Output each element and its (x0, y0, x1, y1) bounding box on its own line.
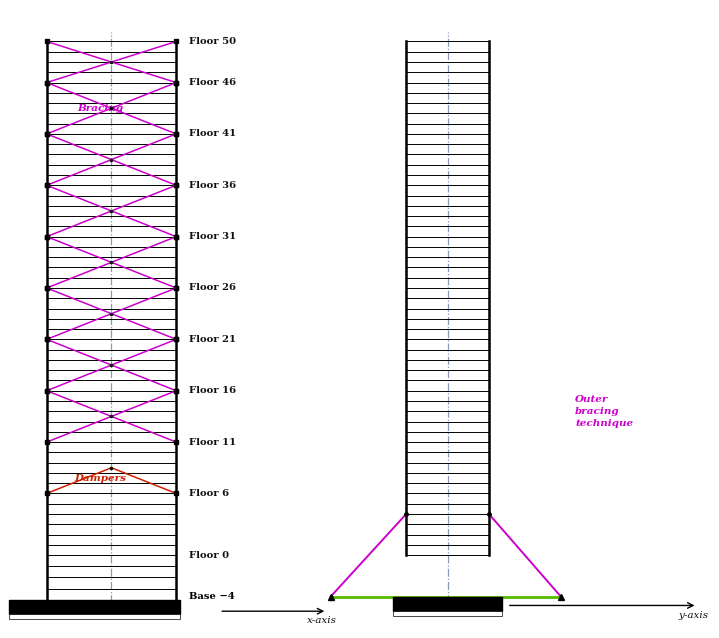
Text: Floor 16: Floor 16 (189, 386, 237, 395)
Text: Floor 26: Floor 26 (189, 283, 236, 292)
Bar (9, 614, 180, 619)
Text: Floor 50: Floor 50 (189, 37, 237, 46)
Text: Base −4: Base −4 (189, 592, 235, 601)
Text: Floor 21: Floor 21 (189, 335, 236, 344)
Bar (393, 597, 502, 611)
Text: Floor 11: Floor 11 (189, 438, 237, 447)
Text: Floor 41: Floor 41 (189, 130, 237, 138)
Text: y-axis: y-axis (679, 611, 709, 620)
Text: x-axis: x-axis (307, 616, 337, 625)
Text: Floor 46: Floor 46 (189, 78, 237, 87)
Text: Bracing: Bracing (78, 104, 124, 113)
Bar (393, 611, 502, 616)
Text: Floor 31: Floor 31 (189, 232, 237, 241)
Text: Floor 0: Floor 0 (189, 551, 229, 560)
Text: Dampers: Dampers (75, 473, 127, 482)
Text: Floor 6: Floor 6 (189, 489, 229, 498)
Text: Floor 36: Floor 36 (189, 181, 237, 189)
Bar (9, 600, 180, 614)
Text: Outer
bracing
technique: Outer bracing technique (575, 395, 633, 427)
